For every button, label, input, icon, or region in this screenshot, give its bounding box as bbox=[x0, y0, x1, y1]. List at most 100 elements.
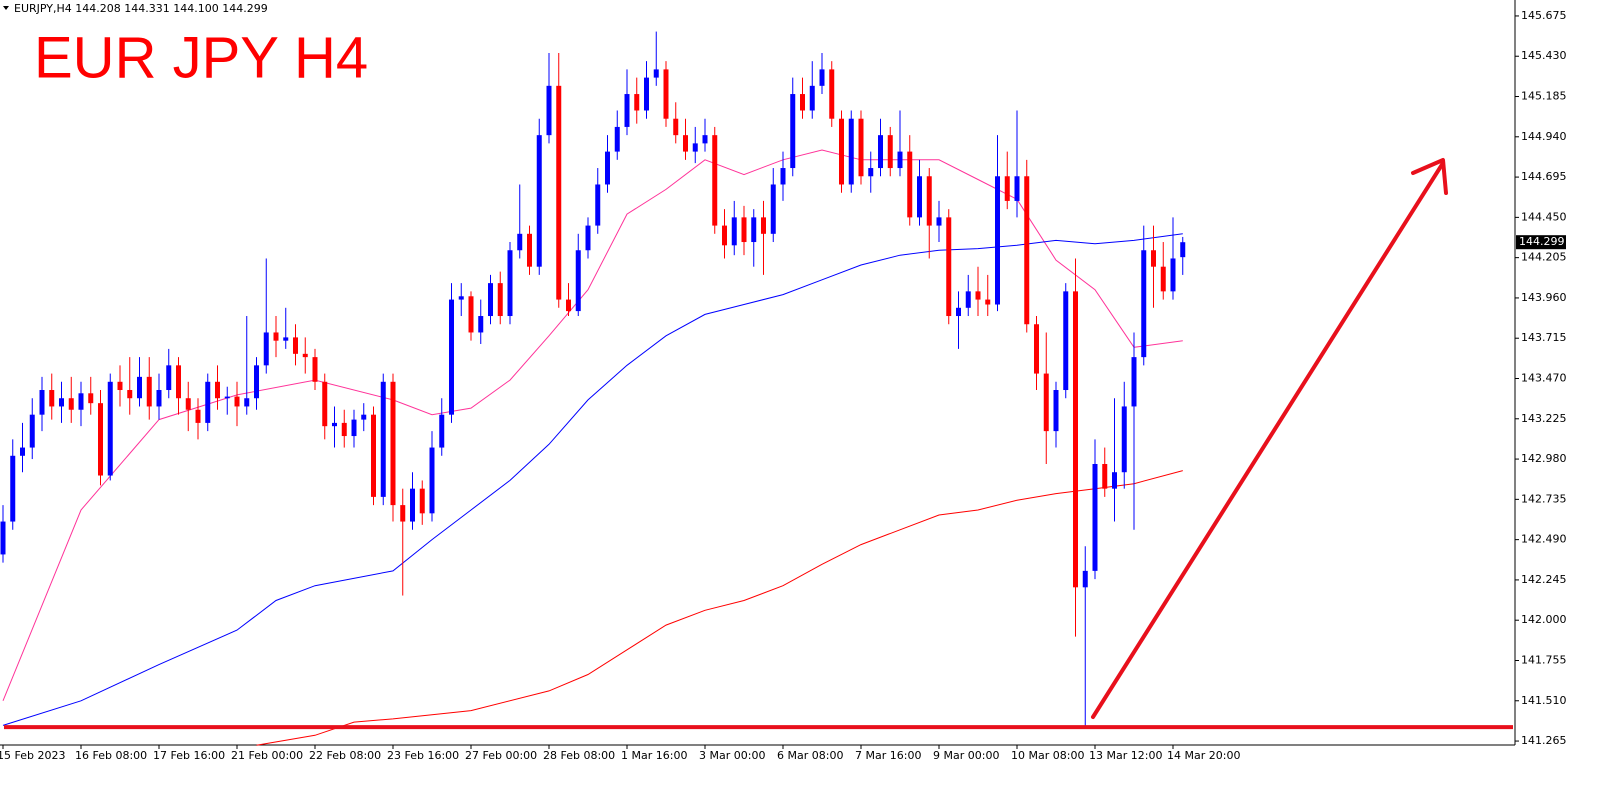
x-tick-label: 27 Feb 00:00 bbox=[465, 749, 537, 762]
candle-body bbox=[790, 94, 796, 169]
candle-body bbox=[946, 217, 952, 317]
candle-body bbox=[809, 85, 815, 111]
candle-body bbox=[907, 151, 913, 218]
candle-body bbox=[751, 217, 757, 243]
y-tick-label: 142.000 bbox=[1521, 613, 1567, 626]
moving-average-line bbox=[2, 233, 1183, 726]
candle-body bbox=[605, 151, 610, 185]
y-tick-label: 142.490 bbox=[1521, 533, 1567, 546]
candle-body bbox=[624, 94, 630, 127]
x-tick-label: 9 Mar 00:00 bbox=[933, 749, 999, 762]
candle-body bbox=[332, 422, 337, 427]
candle-body bbox=[449, 299, 454, 415]
candle-body bbox=[322, 381, 328, 427]
candle-body bbox=[634, 94, 640, 111]
candle-body bbox=[312, 357, 318, 382]
candle-body bbox=[185, 398, 191, 410]
candle-body bbox=[419, 488, 425, 514]
x-tick-label: 13 Mar 12:00 bbox=[1089, 749, 1162, 762]
candle-body bbox=[234, 396, 240, 407]
candle-body bbox=[995, 176, 1000, 305]
y-tick-label: 141.265 bbox=[1521, 734, 1567, 747]
candle-body bbox=[78, 393, 84, 410]
plot-area bbox=[0, 31, 1186, 746]
candle-body bbox=[985, 299, 991, 305]
candle-body bbox=[692, 143, 698, 152]
candle-body bbox=[878, 135, 883, 169]
candle-body bbox=[702, 135, 708, 144]
candle-body bbox=[273, 332, 279, 341]
candle-body bbox=[975, 291, 981, 300]
x-tick-label: 17 Feb 16:00 bbox=[153, 749, 225, 762]
candle-body bbox=[10, 455, 16, 522]
candle-body bbox=[731, 217, 737, 246]
candle-body bbox=[517, 233, 523, 251]
candle-body bbox=[1170, 258, 1176, 292]
y-tick-label: 141.755 bbox=[1521, 653, 1567, 666]
candle-body bbox=[819, 69, 825, 86]
candle-body bbox=[829, 69, 835, 119]
candle-body bbox=[683, 135, 688, 152]
candle-body bbox=[1121, 406, 1127, 473]
candle-body bbox=[458, 296, 464, 300]
candle-body bbox=[156, 390, 162, 407]
arrow-shaft bbox=[1091, 161, 1445, 719]
candle-body bbox=[897, 151, 903, 169]
candle-body bbox=[1034, 324, 1039, 374]
candle-body bbox=[1112, 472, 1117, 489]
candle-body bbox=[497, 283, 503, 317]
candle-body bbox=[761, 217, 766, 234]
candle-body bbox=[478, 316, 484, 333]
candle-body bbox=[868, 168, 874, 177]
candle-body bbox=[722, 225, 727, 246]
candle-body bbox=[1160, 266, 1166, 292]
candle-body bbox=[936, 217, 942, 226]
candle-body bbox=[380, 381, 386, 497]
symbol-header: EURJPY,H4 144.208 144.331 144.100 144.29… bbox=[14, 2, 268, 15]
candle-body bbox=[127, 390, 133, 399]
candle-body bbox=[107, 381, 113, 476]
candle-body bbox=[848, 118, 854, 185]
x-tick-label: 23 Feb 16:00 bbox=[387, 749, 459, 762]
y-tick-label: 143.960 bbox=[1521, 291, 1567, 304]
candle-body bbox=[215, 381, 220, 399]
y-tick-label: 143.470 bbox=[1521, 372, 1567, 385]
y-tick-label: 145.675 bbox=[1521, 9, 1567, 22]
candle-body bbox=[195, 409, 201, 423]
candle-body bbox=[614, 126, 620, 152]
candle-body bbox=[1082, 570, 1088, 588]
candle-body bbox=[595, 184, 601, 226]
candle-body bbox=[965, 291, 971, 308]
candle-body bbox=[410, 488, 415, 522]
candle-body bbox=[1141, 250, 1147, 358]
candle-body bbox=[887, 135, 893, 169]
candle-body bbox=[780, 168, 786, 185]
candle-body bbox=[88, 393, 94, 404]
candle-body bbox=[68, 398, 74, 410]
chart-title: EUR JPY H4 bbox=[34, 25, 368, 90]
candle-body bbox=[283, 337, 289, 341]
candle-body bbox=[1151, 250, 1156, 267]
y-tick-label: 144.450 bbox=[1521, 210, 1567, 223]
candle-body bbox=[49, 390, 55, 407]
x-tick-label: 3 Mar 00:00 bbox=[699, 749, 765, 762]
candle-body bbox=[361, 414, 367, 420]
moving-average-line bbox=[256, 470, 1183, 746]
candle-body bbox=[556, 85, 562, 300]
x-tick-label: 28 Feb 08:00 bbox=[543, 749, 615, 762]
candle-body bbox=[566, 299, 571, 312]
candle-body bbox=[800, 94, 805, 111]
x-tick-label: 10 Mar 08:00 bbox=[1011, 749, 1084, 762]
candle-body bbox=[917, 176, 922, 218]
candle-body bbox=[770, 184, 776, 234]
menu-triangle bbox=[3, 6, 9, 10]
candle-body bbox=[371, 414, 376, 497]
candle-body bbox=[1024, 176, 1030, 325]
x-tick-label: 1 Mar 16:00 bbox=[621, 749, 687, 762]
candle-body bbox=[536, 135, 542, 267]
candle-body bbox=[1073, 291, 1078, 588]
y-tick-label: 145.185 bbox=[1521, 90, 1567, 103]
y-tick-label: 141.510 bbox=[1521, 694, 1567, 707]
